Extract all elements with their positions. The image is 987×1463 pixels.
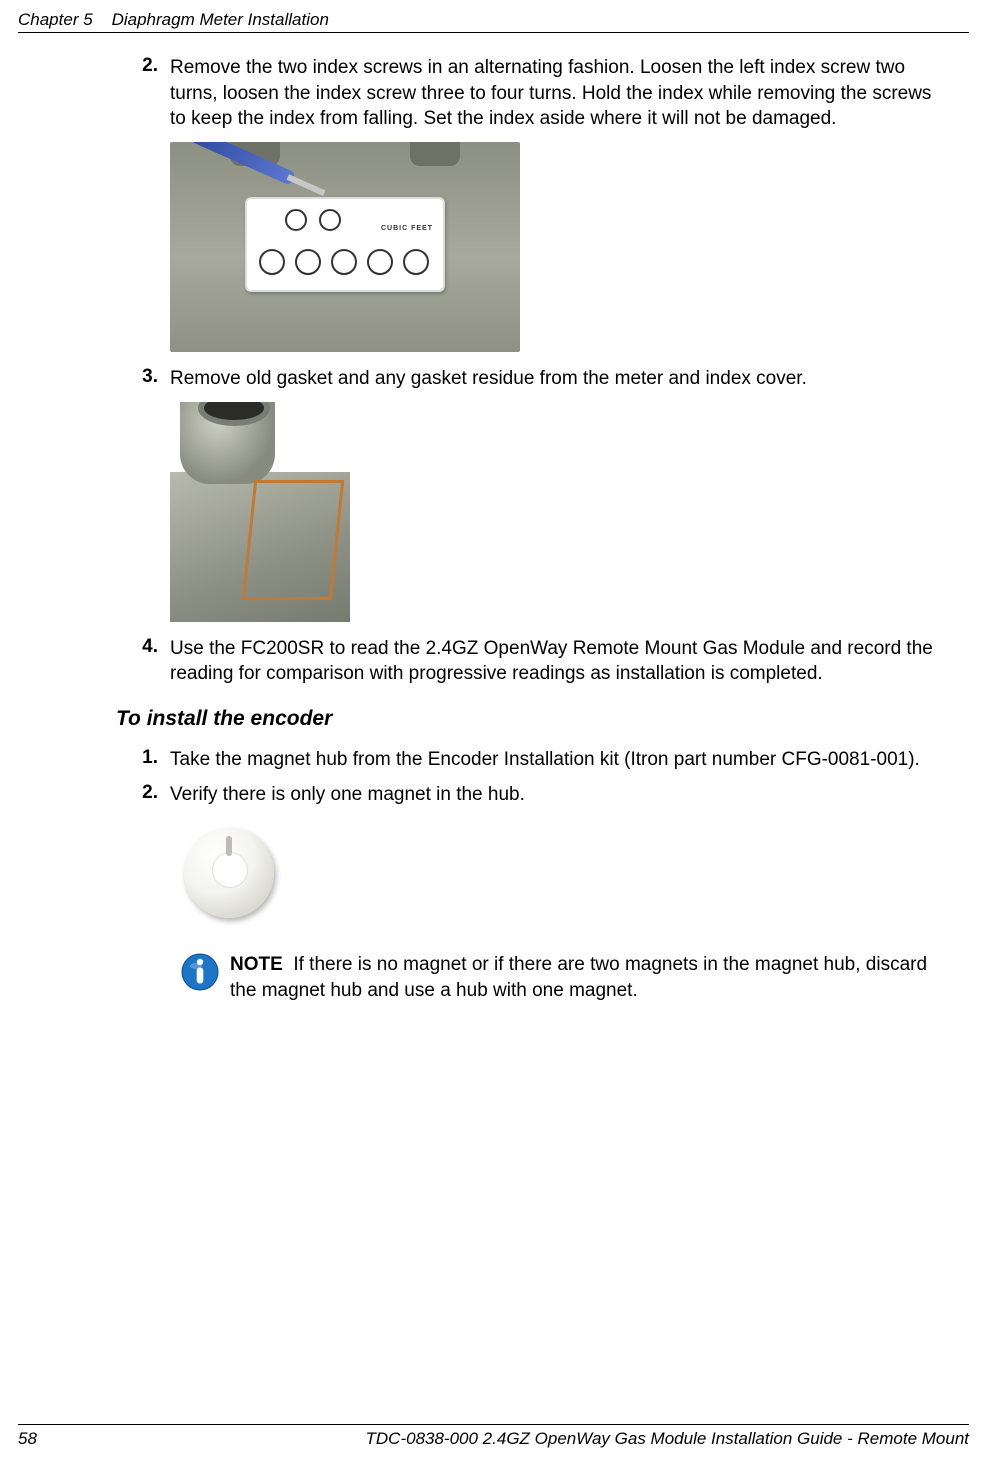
step-text: Remove the two index screws in an altern… [170,55,937,132]
step-b-2: 2. Verify there is only one magnet in th… [130,782,937,808]
info-icon [180,952,220,992]
step-number: 2. [130,782,170,808]
step-number: 3. [130,366,170,392]
step-a-2: 2. Remove the two index screws in an alt… [130,55,937,132]
step-text: Verify there is only one magnet in the h… [170,782,937,808]
step-text: Remove old gasket and any gasket residue… [170,366,937,392]
subheading-install-encoder: To install the encoder [116,707,937,731]
step-text: Use the FC200SR to read the 2.4GZ OpenWa… [170,636,937,687]
step-number: 4. [130,636,170,687]
meter-plate-label: CUBIC FEET [381,225,433,232]
footer-doc-title: TDC-0838-000 2.4GZ OpenWay Gas Module In… [366,1429,969,1449]
footer-page-number: 58 [18,1429,37,1449]
figure-magnet-hub [170,818,937,928]
figure-meter-index-removal: CUBIC FEET [170,142,937,352]
step-b-1: 1. Take the magnet hub from the Encoder … [130,747,937,773]
step-a-4: 4. Use the FC200SR to read the 2.4GZ Ope… [130,636,937,687]
note-body: If there is no magnet or if there are tw… [230,954,927,1001]
page-header: Chapter 5 Diaphragm Meter Installation [18,10,969,33]
note-label: NOTE [230,954,283,975]
step-number: 2. [130,55,170,132]
step-text: Take the magnet hub from the Encoder Ins… [170,747,937,773]
step-a-3: 3. Remove old gasket and any gasket resi… [130,366,937,392]
note-block: NOTE If there is no magnet or if there a… [170,952,937,1003]
figure-gasket-removal [170,402,937,622]
header-title: Diaphragm Meter Installation [112,10,329,29]
step-number: 1. [130,747,170,773]
page-footer: 58 TDC-0838-000 2.4GZ OpenWay Gas Module… [18,1424,969,1449]
header-chapter: Chapter 5 [18,10,93,29]
